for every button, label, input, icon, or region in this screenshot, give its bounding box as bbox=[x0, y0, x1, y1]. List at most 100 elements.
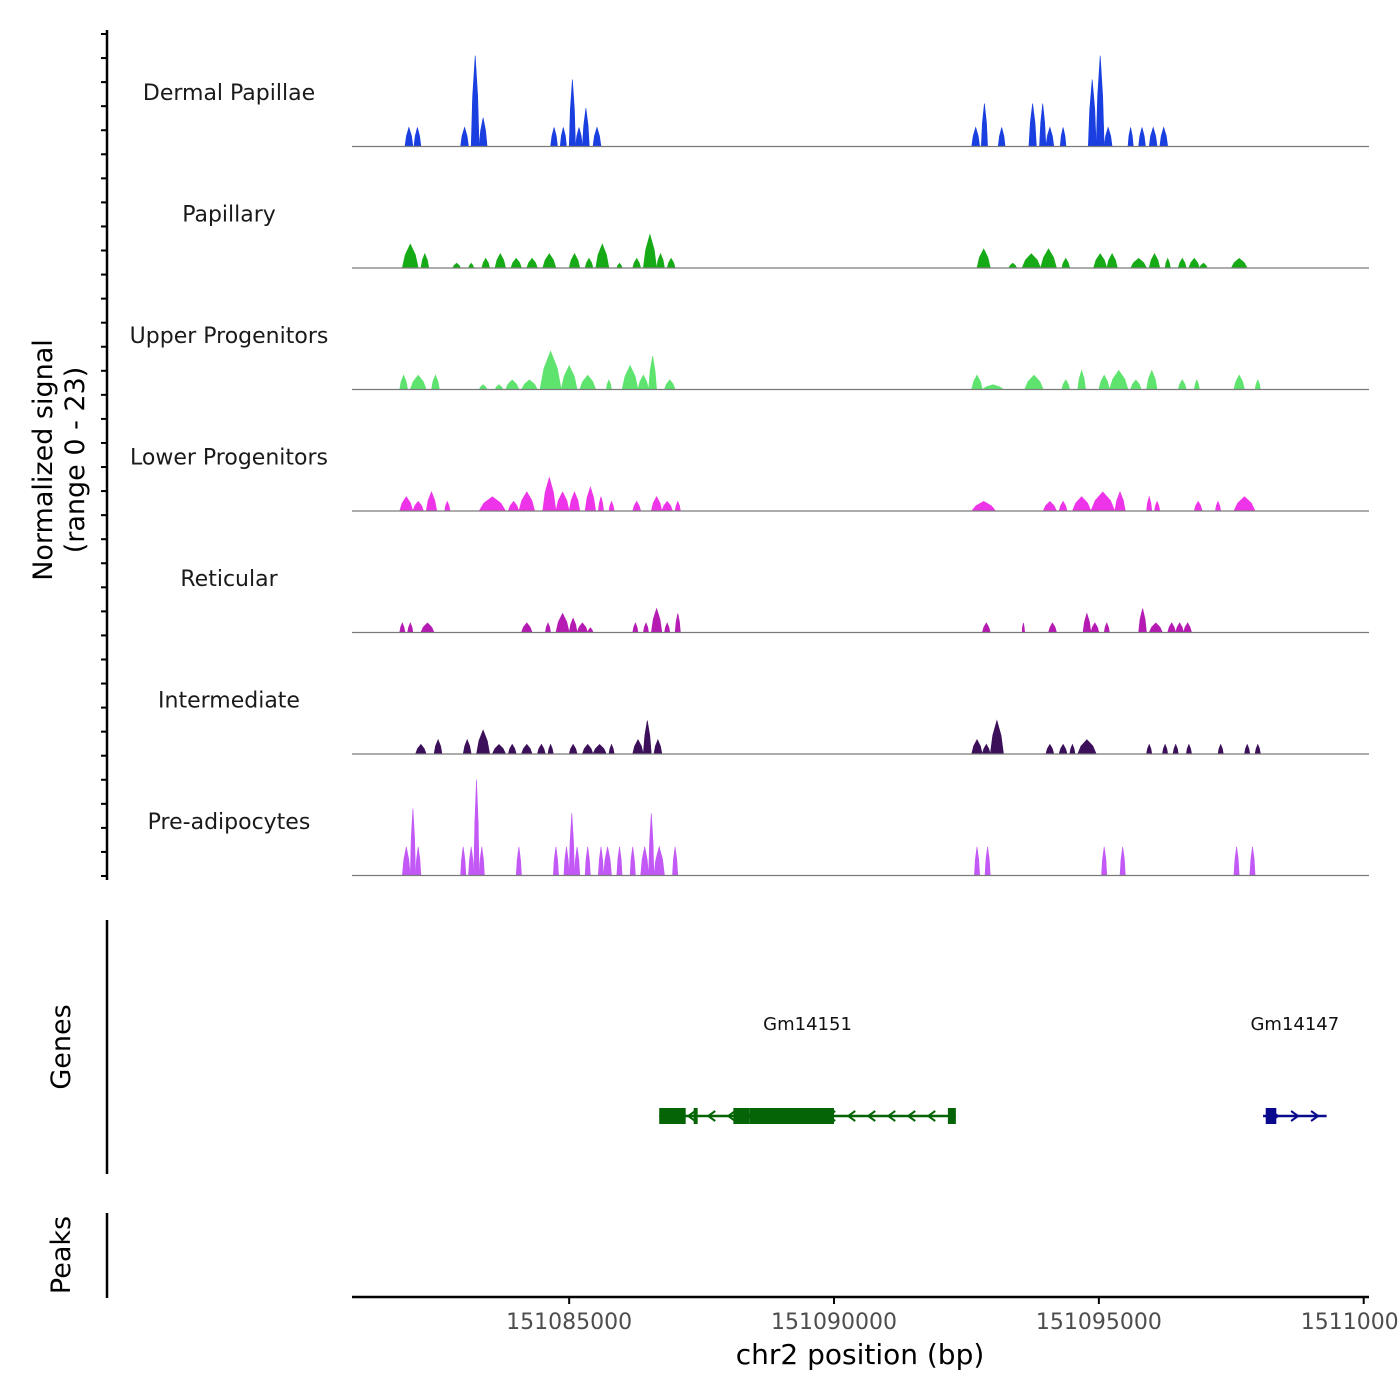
signal-peak bbox=[597, 846, 604, 876]
signal-peak bbox=[997, 127, 1006, 147]
signal-peak bbox=[409, 808, 416, 876]
track-label: Lower Progenitors bbox=[130, 446, 328, 471]
signal-peak bbox=[478, 496, 507, 512]
track-dermal-papillae: Dermal Papillae bbox=[143, 55, 1369, 148]
gene-gm14151: Gm14151 bbox=[659, 1014, 956, 1124]
signal-peak bbox=[1164, 257, 1171, 269]
gene-exon bbox=[1271, 1108, 1277, 1124]
gene-exon bbox=[733, 1108, 750, 1124]
signal-peak bbox=[555, 612, 570, 633]
gene-exon bbox=[659, 1108, 686, 1124]
signal-peak bbox=[1098, 374, 1110, 390]
signal-peak bbox=[597, 496, 604, 512]
signal-peak bbox=[574, 846, 581, 876]
signal-peak bbox=[1233, 496, 1256, 512]
signal-peak bbox=[1061, 379, 1071, 390]
strand-arrow bbox=[686, 1110, 696, 1122]
signal-peak bbox=[1106, 253, 1118, 269]
signal-peak bbox=[494, 384, 504, 390]
genes-panel-label: Genes bbox=[46, 1004, 77, 1089]
signal-peak bbox=[462, 738, 472, 755]
signal-peak bbox=[568, 743, 578, 755]
signal-peak bbox=[666, 257, 676, 269]
strand-arrow bbox=[1310, 1110, 1320, 1122]
signal-peak bbox=[1172, 743, 1179, 755]
signal-peak bbox=[420, 252, 430, 269]
signal-peak bbox=[674, 500, 681, 512]
signal-peak bbox=[544, 622, 551, 633]
signal-peak bbox=[444, 500, 451, 512]
signal-peak bbox=[568, 617, 578, 633]
signal-peak bbox=[1177, 257, 1187, 269]
signal-peak bbox=[1058, 500, 1068, 512]
signal-peak bbox=[1090, 491, 1116, 512]
signal-peak bbox=[568, 491, 581, 512]
signal-peak bbox=[1249, 846, 1256, 876]
signal-peak bbox=[507, 743, 517, 755]
signal-peak bbox=[629, 846, 636, 876]
signal-peak bbox=[1230, 258, 1248, 269]
signal-peak bbox=[632, 500, 642, 512]
signal-peak bbox=[1193, 379, 1200, 390]
signal-peak bbox=[1071, 496, 1092, 512]
signal-peak bbox=[1175, 622, 1184, 633]
track-label: Pre-adipocytes bbox=[148, 810, 311, 835]
signal-peak bbox=[971, 739, 983, 755]
signal-peak bbox=[409, 374, 427, 390]
signal-peak bbox=[539, 350, 562, 390]
track-upper-progenitors: Upper Progenitors bbox=[130, 324, 1369, 391]
track-reticular: Reticular bbox=[180, 567, 1369, 634]
signal-peak bbox=[653, 738, 663, 755]
signal-peak bbox=[981, 743, 991, 755]
strand-arrow bbox=[886, 1110, 896, 1122]
signal-peak bbox=[980, 103, 988, 147]
signal-peak bbox=[584, 486, 597, 512]
signal-peak bbox=[1039, 103, 1047, 147]
signal-peak bbox=[642, 720, 652, 755]
signal-peak bbox=[473, 779, 480, 876]
signal-peak bbox=[971, 374, 983, 390]
signal-peak bbox=[1077, 739, 1097, 755]
track-papillary: Papillary bbox=[182, 203, 1369, 269]
signal-peak bbox=[555, 491, 570, 512]
signal-peak bbox=[460, 846, 467, 876]
signal-peak bbox=[568, 253, 581, 269]
peaks-panel-label: Peaks bbox=[46, 1216, 77, 1294]
signal-peak bbox=[971, 501, 997, 512]
signal-peak bbox=[399, 496, 414, 512]
signal-peak bbox=[984, 846, 991, 876]
signal-peak bbox=[510, 257, 522, 269]
gene-exon bbox=[693, 1108, 698, 1124]
strand-arrow bbox=[706, 1110, 716, 1122]
signal-peak bbox=[1183, 622, 1192, 633]
signal-peak bbox=[971, 126, 981, 147]
signal-peak bbox=[632, 622, 639, 633]
signal-peak bbox=[1130, 379, 1142, 390]
signal-peak bbox=[1154, 500, 1161, 512]
signal-peak bbox=[1045, 126, 1055, 147]
signal-peak bbox=[1162, 743, 1169, 755]
signal-peak bbox=[576, 622, 589, 633]
signal-peak bbox=[1159, 126, 1169, 147]
signal-peak bbox=[1198, 262, 1208, 269]
signal-peak bbox=[1058, 743, 1068, 755]
signal-peak bbox=[1244, 743, 1251, 755]
signal-peak bbox=[608, 500, 615, 512]
x-tick-label: 151085000 bbox=[506, 1310, 632, 1335]
signal-tracks: Dermal Papillae Papillary Upper Progenitor… bbox=[130, 55, 1369, 877]
track-label: Upper Progenitors bbox=[130, 324, 329, 349]
signal-peak bbox=[603, 846, 612, 876]
signal-peak bbox=[568, 813, 575, 876]
track-label: Reticular bbox=[180, 567, 278, 592]
signal-peak bbox=[1090, 622, 1100, 633]
signal-peak bbox=[1188, 257, 1200, 269]
signal-peak bbox=[632, 739, 644, 755]
signal-peak bbox=[413, 127, 422, 147]
signal-peak bbox=[518, 491, 536, 512]
signal-peak bbox=[552, 846, 559, 876]
signal-peak bbox=[1138, 608, 1147, 633]
signal-peak bbox=[1093, 253, 1108, 269]
signal-y-axis bbox=[101, 30, 109, 880]
signal-peak bbox=[478, 384, 488, 390]
